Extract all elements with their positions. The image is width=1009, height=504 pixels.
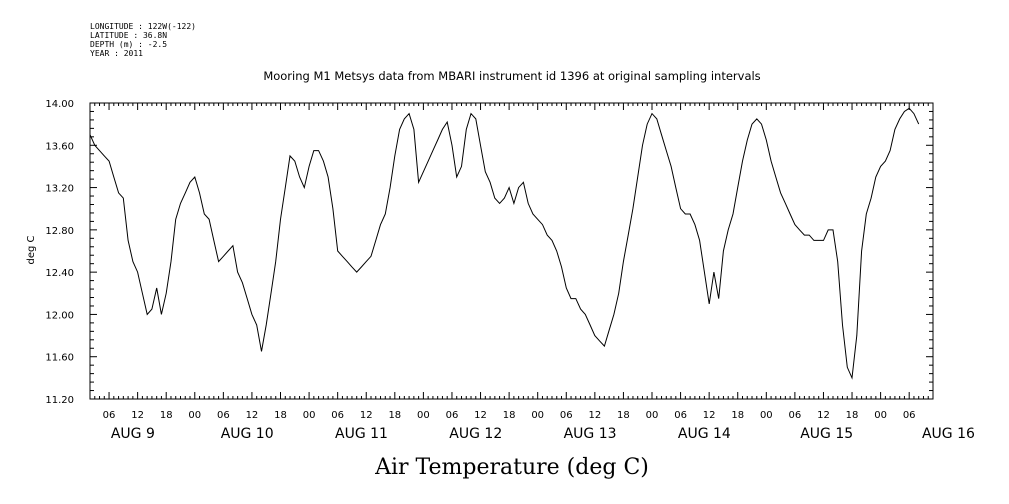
x-hour-label: 06 bbox=[674, 410, 687, 421]
longitude-label: LONGITUDE : 122W(-122) bbox=[90, 22, 196, 31]
x-hour-label: 12 bbox=[131, 410, 144, 421]
x-axis-title: Air Temperature (deg C) bbox=[374, 455, 649, 480]
x-day-label: AUG 10 bbox=[221, 426, 274, 442]
x-hour-label: 12 bbox=[474, 410, 487, 421]
x-hour-label: 00 bbox=[646, 410, 659, 421]
x-hour-label: 00 bbox=[760, 410, 773, 421]
y-tick-label: 12.80 bbox=[45, 226, 74, 237]
y-tick-label: 13.60 bbox=[45, 141, 74, 152]
x-day-label: AUG 9 bbox=[111, 426, 155, 442]
x-hour-label: 06 bbox=[217, 410, 230, 421]
y-tick-label: 12.00 bbox=[45, 310, 74, 321]
x-hour-label: 06 bbox=[789, 410, 802, 421]
x-hour-label: 06 bbox=[903, 410, 916, 421]
x-axis: 06 12 18 00 06 12 18 00 06 12 18 00 06 12 18 00 06 12 18 00… bbox=[89, 103, 975, 442]
x-hour-label: 00 bbox=[417, 410, 430, 421]
x-hour-label: 06 bbox=[560, 410, 573, 421]
latitude-label: LATITUDE : 36.8N bbox=[90, 31, 167, 40]
x-hour-label: 12 bbox=[588, 410, 601, 421]
y-tick-label: 14.00 bbox=[45, 99, 74, 110]
x-hour-label: 00 bbox=[303, 410, 316, 421]
x-hour-label: 18 bbox=[503, 410, 516, 421]
x-hour-label: 18 bbox=[274, 410, 287, 421]
x-hour-label: 12 bbox=[817, 410, 830, 421]
x-hour-label: 00 bbox=[531, 410, 544, 421]
plot-frame bbox=[89, 102, 934, 400]
y-tick-label: 11.60 bbox=[45, 353, 74, 364]
depth-label: DEPTH (m) : -2.5 bbox=[90, 40, 167, 49]
y-tick-label: 13.20 bbox=[45, 184, 74, 195]
x-hour-label: 00 bbox=[188, 410, 201, 421]
x-hour-label: 06 bbox=[331, 410, 344, 421]
y-axis-label: deg C bbox=[26, 235, 37, 264]
year-label: YEAR : 2011 bbox=[90, 49, 143, 58]
x-hour-label: 18 bbox=[388, 410, 401, 421]
x-hour-label: 12 bbox=[246, 410, 259, 421]
x-hour-label: 18 bbox=[160, 410, 173, 421]
x-hour-label: 18 bbox=[617, 410, 630, 421]
x-hour-label: 12 bbox=[703, 410, 716, 421]
x-hour-label: 18 bbox=[731, 410, 744, 421]
y-tick-label: 11.20 bbox=[45, 395, 74, 406]
x-day-label: AUG 13 bbox=[564, 426, 617, 442]
x-day-label: AUG 16 bbox=[922, 426, 975, 442]
x-day-label: AUG 14 bbox=[678, 426, 731, 442]
x-day-label: AUG 11 bbox=[335, 426, 388, 442]
x-hour-label: 00 bbox=[874, 410, 887, 421]
x-hour-label: 06 bbox=[103, 410, 116, 421]
y-tick-label: 12.40 bbox=[45, 268, 74, 279]
x-hour-label: 06 bbox=[446, 410, 459, 421]
x-hour-label: 18 bbox=[846, 410, 859, 421]
air-temperature-line bbox=[89, 107, 920, 380]
metadata-block: LONGITUDE : 122W(-122) LATITUDE : 36.8N … bbox=[90, 22, 196, 58]
x-day-label: AUG 12 bbox=[449, 426, 502, 442]
chart-title: Mooring M1 Metsys data from MBARI instru… bbox=[263, 69, 760, 83]
x-hour-label: 12 bbox=[360, 410, 373, 421]
y-axis: 11.20 11.60 12.00 12.40 12.80 13.20 13.60 14.00 bbox=[45, 99, 933, 406]
x-day-label: AUG 15 bbox=[800, 426, 853, 442]
